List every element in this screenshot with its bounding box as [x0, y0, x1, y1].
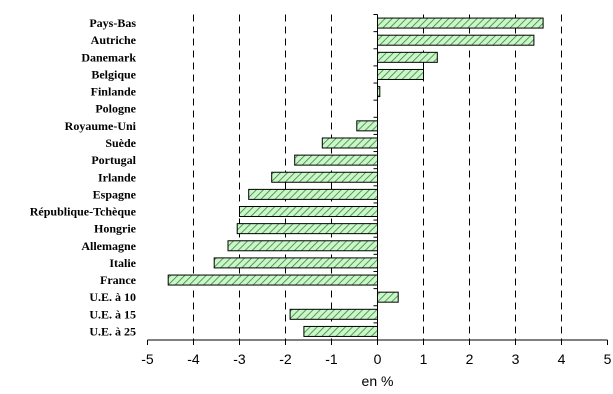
tick-labels: -5 -4 -3 -2 -1 0 1 2 3 4 5: [141, 351, 611, 367]
x-tick-label: 1: [420, 351, 428, 367]
category-label: France: [100, 273, 137, 287]
bar: [377, 34, 535, 46]
category-label: Finlande: [91, 85, 137, 99]
category-label: Autriche: [91, 33, 137, 47]
bars: [167, 17, 544, 337]
category-label: République-Tchèque: [30, 205, 137, 219]
bar: [271, 171, 379, 183]
x-tick-label: 4: [558, 351, 566, 367]
category-label: Royaume-Uni: [65, 119, 137, 133]
x-tick-label: 3: [512, 351, 520, 367]
category-label: Suède: [105, 136, 136, 150]
x-tick-label: -4: [187, 351, 200, 367]
bar: [356, 120, 378, 132]
bar: [303, 325, 378, 337]
category-label: Irlande: [98, 170, 137, 184]
bar: [377, 17, 544, 29]
bar: [377, 291, 399, 303]
axes: [147, 14, 608, 345]
category-label: U.E. à 10: [89, 290, 136, 304]
category-label: Allemagne: [81, 239, 136, 253]
category-label: Espagne: [93, 187, 137, 201]
category-label: Danemark: [81, 50, 136, 64]
bar: [248, 188, 378, 200]
bar: [236, 223, 378, 235]
x-tick-label: 5: [604, 351, 612, 367]
bar: [227, 240, 378, 252]
x-tick-label: -1: [325, 351, 338, 367]
bar: [167, 274, 378, 286]
x-tick-label: 2: [466, 351, 474, 367]
category-label: Portugal: [91, 153, 136, 167]
bar: [239, 206, 378, 218]
category-label: Italie: [109, 256, 136, 270]
bar: [213, 257, 378, 269]
x-tick-label: -5: [141, 351, 154, 367]
bar: [294, 154, 379, 166]
bar: [377, 51, 438, 63]
x-tick-label: -2: [279, 351, 292, 367]
category-labels: Pays-Bas Autriche Danemark Belgique Finlande…: [30, 16, 137, 338]
bar: [289, 308, 379, 320]
category-label: Pologne: [95, 102, 136, 116]
x-tick-label: -3: [233, 351, 246, 367]
bar: [321, 137, 378, 149]
category-label: Belgique: [91, 67, 136, 81]
category-label: Pays-Bas: [89, 16, 136, 30]
x-tick-label: 0: [374, 351, 382, 367]
bar: [377, 68, 424, 80]
category-label: U.E. à 25: [89, 324, 136, 338]
category-label: U.E. à 15: [89, 307, 136, 321]
category-label: Hongrie: [94, 222, 137, 236]
x-axis-title: en %: [362, 373, 394, 389]
